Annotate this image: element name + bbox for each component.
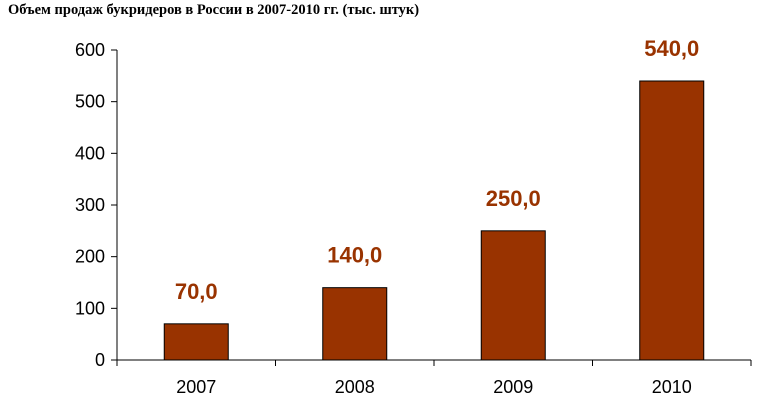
x-tick-label-2010: 2010 <box>652 377 692 397</box>
x-tick-label-2009: 2009 <box>493 377 533 397</box>
data-label-2009: 250,0 <box>486 186 541 211</box>
data-label-2008: 140,0 <box>327 243 382 268</box>
y-tick-label: 600 <box>75 40 105 60</box>
y-tick-label: 400 <box>75 143 105 163</box>
x-tick-label-2008: 2008 <box>335 377 375 397</box>
y-tick-label: 200 <box>75 247 105 267</box>
y-tick-label: 100 <box>75 298 105 318</box>
bar-2009 <box>480 230 546 361</box>
data-labels: 70,0 140,0 250,0 540,0 <box>175 36 699 304</box>
data-label-2007: 70,0 <box>175 279 218 304</box>
bar-2010 <box>639 80 705 361</box>
x-axis: 2007 2008 2009 2010 <box>116 359 752 397</box>
x-tick-label-2007: 2007 <box>176 377 216 397</box>
data-label-2010: 540,0 <box>644 36 699 61</box>
y-tick-label: 0 <box>95 350 105 370</box>
bar-2007 <box>163 323 229 361</box>
y-tick-label: 300 <box>75 195 105 215</box>
bar-2008 <box>322 287 388 361</box>
y-axis: 0 100 200 300 400 500 600 <box>75 40 118 370</box>
bars <box>163 80 705 361</box>
y-tick-label: 500 <box>75 92 105 112</box>
chart-title: Объем продаж букридеров в России в 2007-… <box>8 2 420 18</box>
